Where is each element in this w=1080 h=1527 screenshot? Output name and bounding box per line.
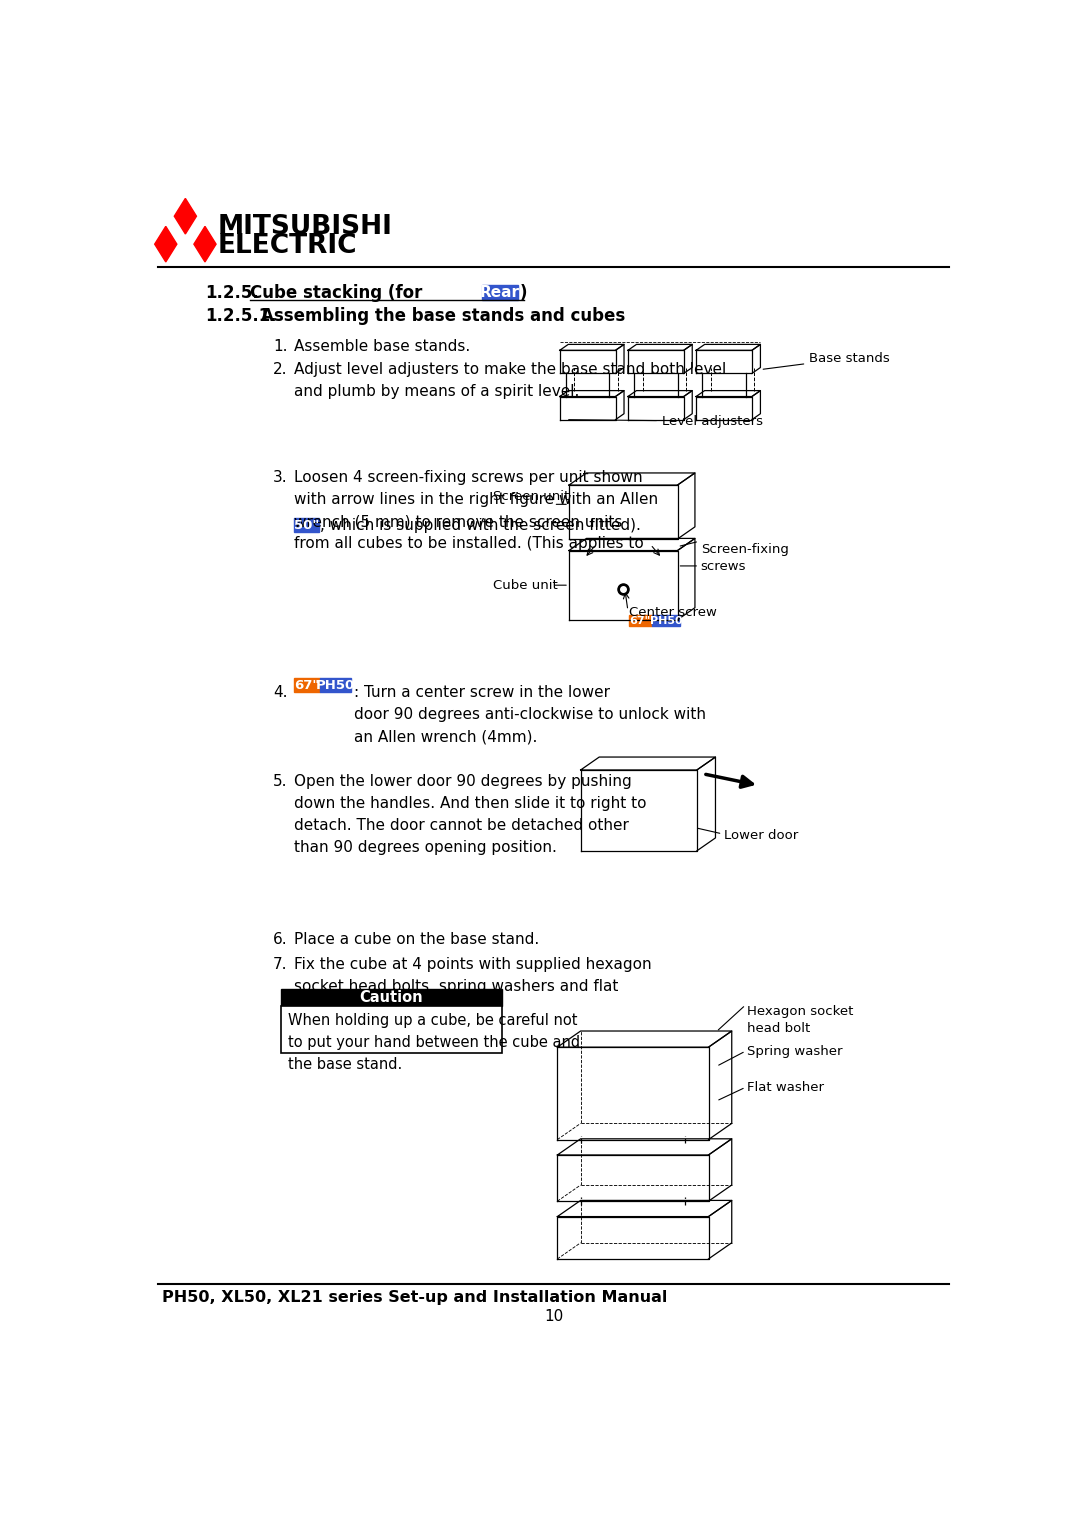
Text: Adjust level adjusters to make the base stand both level
and plumb by means of a: Adjust level adjusters to make the base …	[294, 362, 726, 399]
Text: Assemble base stands.: Assemble base stands.	[294, 339, 470, 354]
Text: : Turn a center screw in the lower
door 90 degrees anti-clockwise to unlock with: : Turn a center screw in the lower door …	[354, 686, 706, 745]
Text: 67": 67"	[295, 680, 320, 692]
FancyBboxPatch shape	[630, 615, 652, 626]
Text: PH50, XL50, XL21 series Set-up and Installation Manual: PH50, XL50, XL21 series Set-up and Insta…	[162, 1290, 667, 1306]
Text: Fix the cube at 4 points with supplied hexagon
socket head bolts, spring washers: Fix the cube at 4 points with supplied h…	[294, 957, 651, 1017]
Text: 3.: 3.	[273, 470, 287, 484]
Text: 7.: 7.	[273, 957, 287, 973]
Text: , which is supplied with the screen fitted).: , which is supplied with the screen fitt…	[321, 518, 642, 533]
Text: Hexagon socket
head bolt: Hexagon socket head bolt	[747, 1005, 853, 1035]
Text: Rear: Rear	[480, 286, 521, 301]
Text: Spring washer: Spring washer	[747, 1044, 842, 1058]
Text: PH50: PH50	[649, 615, 683, 626]
FancyBboxPatch shape	[652, 615, 679, 626]
Text: Open the lower door 90 degrees by pushing
down the handles. And then slide it to: Open the lower door 90 degrees by pushin…	[294, 774, 646, 855]
Text: When holding up a cube, be careful not
to put your hand between the cube and
the: When holding up a cube, be careful not t…	[288, 1012, 581, 1072]
Text: 4.: 4.	[273, 686, 287, 701]
Text: Screen-fixing
screws: Screen-fixing screws	[701, 542, 788, 573]
Text: Cube stacking (for: Cube stacking (for	[249, 284, 428, 301]
Text: 1.: 1.	[273, 339, 287, 354]
FancyBboxPatch shape	[482, 286, 517, 301]
FancyBboxPatch shape	[281, 1006, 501, 1052]
Text: 6.: 6.	[273, 931, 287, 947]
Text: 10: 10	[544, 1309, 563, 1324]
Text: 5.: 5.	[273, 774, 287, 789]
Text: Flat washer: Flat washer	[747, 1081, 824, 1093]
FancyBboxPatch shape	[294, 678, 321, 692]
Text: Cube unit: Cube unit	[494, 579, 557, 591]
Text: 1.2.5.1.: 1.2.5.1.	[205, 307, 276, 325]
Text: PH50: PH50	[316, 680, 355, 692]
Text: Loosen 4 screen-fixing screws per unit shown
with arrow lines in the right figur: Loosen 4 screen-fixing screws per unit s…	[294, 470, 658, 551]
Text: 50": 50"	[294, 519, 319, 531]
Text: Assembling the base stands and cubes: Assembling the base stands and cubes	[260, 307, 625, 325]
Polygon shape	[174, 199, 197, 234]
Text: ELECTRIC: ELECTRIC	[218, 232, 357, 258]
Text: 2.: 2.	[273, 362, 287, 377]
Text: Caution: Caution	[360, 991, 423, 1005]
Text: Screen unit: Screen unit	[494, 490, 569, 502]
Polygon shape	[154, 226, 177, 263]
FancyBboxPatch shape	[294, 518, 319, 531]
Text: Level adjusters: Level adjusters	[569, 415, 762, 428]
FancyBboxPatch shape	[281, 989, 501, 1006]
Text: Center screw: Center screw	[630, 606, 717, 618]
Text: Place a cube on the base stand.: Place a cube on the base stand.	[294, 931, 539, 947]
Text: Base stands: Base stands	[764, 351, 890, 370]
FancyBboxPatch shape	[321, 678, 351, 692]
Text: 1.2.5.: 1.2.5.	[205, 284, 258, 301]
Text: MITSUBISHI: MITSUBISHI	[218, 214, 393, 240]
Text: ): )	[519, 284, 527, 301]
Text: 67": 67"	[630, 615, 651, 626]
Polygon shape	[194, 226, 216, 263]
Text: Lower door: Lower door	[724, 829, 798, 841]
